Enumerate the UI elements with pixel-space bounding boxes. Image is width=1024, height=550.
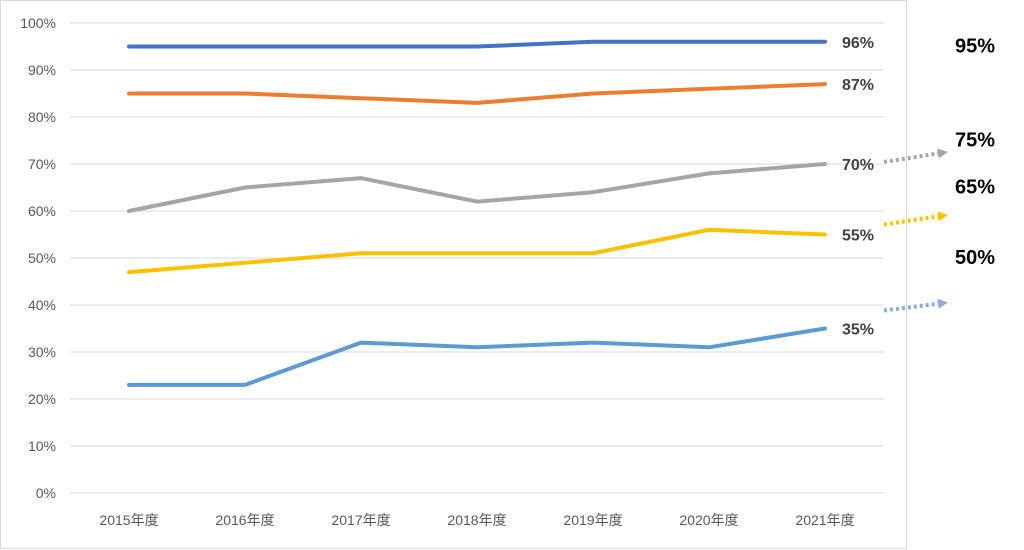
data-point [127, 45, 131, 48]
data-point [243, 186, 247, 189]
data-point [127, 383, 131, 387]
projection-arrow [883, 298, 948, 313]
data-point [243, 261, 247, 265]
data-point [127, 209, 131, 213]
x-tick-label: 2021年度 [795, 512, 854, 528]
target-value-label: 65% [955, 177, 995, 199]
y-tick-label: 100% [20, 15, 56, 31]
data-point [823, 327, 827, 330]
data-point [591, 341, 595, 345]
end-value-label: 35% [842, 322, 874, 339]
data-point [127, 92, 131, 95]
projection-arrow [883, 148, 948, 164]
x-tick-label: 2015年度 [99, 512, 158, 528]
series-line [127, 227, 827, 275]
data-point [359, 96, 363, 100]
data-point [591, 251, 595, 255]
x-tick-label: 2016年度 [215, 512, 274, 528]
y-tick-label: 70% [28, 156, 56, 172]
y-tick-label: 20% [28, 391, 56, 407]
data-point [359, 176, 363, 180]
data-point [475, 101, 479, 105]
x-axis-ticks: 2015年度 2016年度 2017年度 2018年度 2019年度 2020年度 2021… [99, 512, 854, 528]
series-line [127, 82, 827, 105]
y-tick-label: 90% [28, 62, 56, 78]
end-value-label: 55% [842, 228, 874, 245]
data-point [591, 190, 595, 194]
y-tick-label: 10% [28, 438, 56, 454]
data-point [243, 45, 247, 48]
data-point [359, 45, 363, 48]
data-point [591, 92, 595, 95]
data-point [475, 45, 479, 48]
plot-frame [0, 0, 907, 549]
data-point [707, 171, 711, 175]
data-point [707, 228, 711, 232]
y-tick-label: 60% [28, 203, 56, 219]
series-line [127, 162, 827, 213]
end-value-label: 96% [842, 35, 874, 52]
target-projections: 95% 75% 65% 50% [883, 36, 995, 313]
data-point [707, 87, 711, 91]
data-point [707, 345, 711, 349]
data-point [707, 40, 711, 44]
series-lines [127, 39, 827, 387]
y-tick-label: 50% [28, 250, 56, 266]
data-point [475, 345, 479, 349]
data-point [475, 251, 479, 255]
y-tick-label: 30% [28, 344, 56, 360]
data-point [475, 200, 479, 204]
data-point [359, 251, 363, 255]
x-tick-label: 2017年度 [331, 512, 390, 528]
data-point [127, 270, 131, 274]
data-point [243, 383, 247, 387]
data-point [823, 40, 827, 44]
data-point [591, 40, 595, 44]
data-point [823, 162, 827, 166]
end-value-label: 70% [842, 157, 874, 174]
data-point [359, 341, 363, 345]
y-axis-ticks: 0% 10% 20% 30% 40% 50% 60% 70% 80% 90% 100% [20, 15, 56, 501]
series-line [127, 326, 827, 387]
gridlines [70, 22, 884, 494]
x-tick-label: 2020年度 [679, 512, 738, 528]
projection-arrow [883, 211, 948, 227]
end-value-label: 87% [842, 77, 874, 94]
data-point [823, 82, 827, 86]
target-value-label: 50% [955, 247, 995, 269]
y-tick-label: 0% [36, 485, 56, 501]
x-tick-label: 2018年度 [447, 512, 506, 528]
end-labels: 96% 87% 70% 55% 35% [842, 35, 874, 339]
target-value-label: 75% [955, 130, 995, 152]
data-point [243, 92, 247, 95]
y-tick-label: 40% [28, 297, 56, 313]
y-tick-label: 80% [28, 109, 56, 125]
x-tick-label: 2019年度 [563, 512, 622, 528]
data-point [823, 233, 827, 236]
target-value-label: 95% [955, 36, 995, 58]
